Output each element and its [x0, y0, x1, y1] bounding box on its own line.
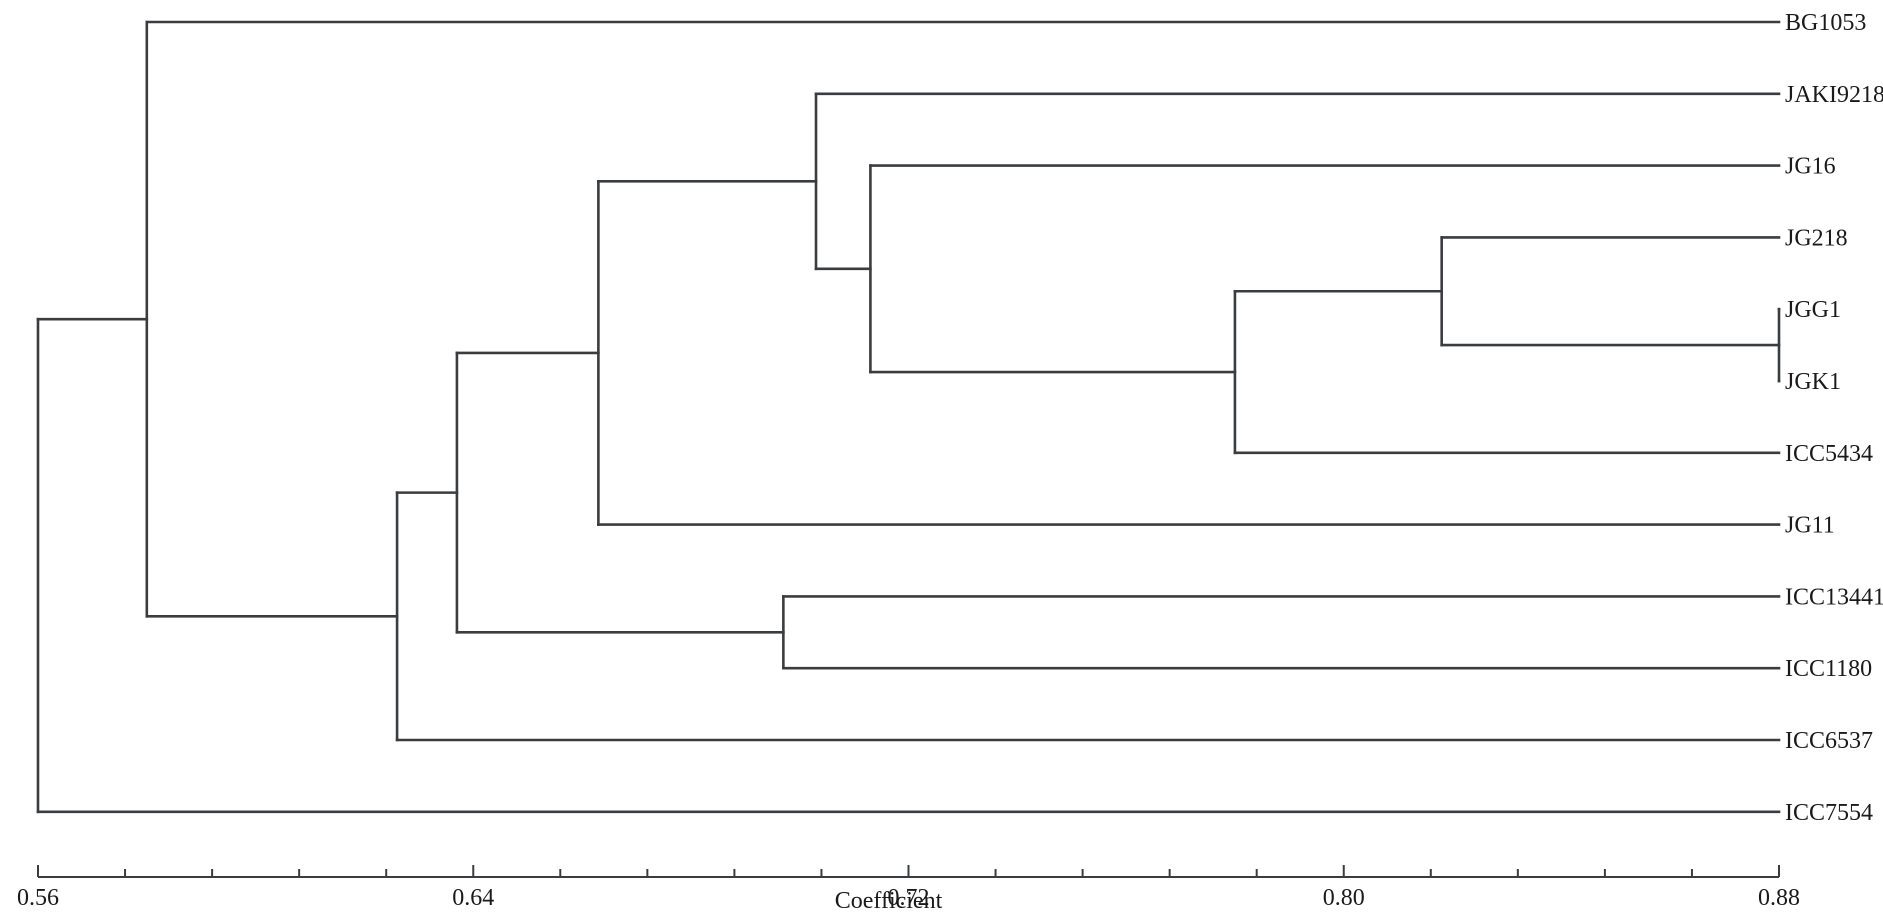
- leaf-labels: BG1053 JAKI9218 JG16 JG218 JGG1 JGK1 ICC5434 JG…: [1785, 10, 1883, 826]
- leaf-label-jgg1: JGG1: [1785, 297, 1841, 323]
- leaf-label-jg11: JG11: [1785, 513, 1835, 539]
- leaf-label-icc5434: ICC5434: [1785, 441, 1873, 467]
- leaf-label-bg1053: BG1053: [1785, 10, 1866, 36]
- leaf-label-icc7554: ICC7554: [1785, 800, 1873, 826]
- tick-label: 0.64: [452, 885, 494, 911]
- leaf-label-icc13441: ICC13441: [1785, 584, 1883, 610]
- tick-label: 0.72: [888, 885, 930, 911]
- leaf-label-jg16: JG16: [1785, 154, 1836, 180]
- tick-label: 0.56: [17, 885, 59, 911]
- x-axis: 0.56 0.64 0.72 0.80 0.88 Coefficient: [17, 865, 1800, 914]
- leaf-label-jg218: JG218: [1785, 225, 1848, 251]
- tick-label: 0.88: [1758, 885, 1800, 911]
- x-axis-ticks: [37, 865, 1780, 877]
- dendrogram-branches: [36, 20, 1781, 814]
- leaf-label-jaki9218: JAKI9218: [1785, 82, 1883, 108]
- leaf-label-icc6537: ICC6537: [1785, 728, 1873, 754]
- leaf-label-icc1180: ICC1180: [1785, 656, 1872, 682]
- tick-label: 0.80: [1323, 885, 1365, 911]
- x-axis-tick-labels: 0.56 0.64 0.72 0.80 0.88: [17, 885, 1800, 911]
- leaf-label-jgk1: JGK1: [1785, 369, 1841, 395]
- x-axis-title: Coefficient: [835, 888, 943, 914]
